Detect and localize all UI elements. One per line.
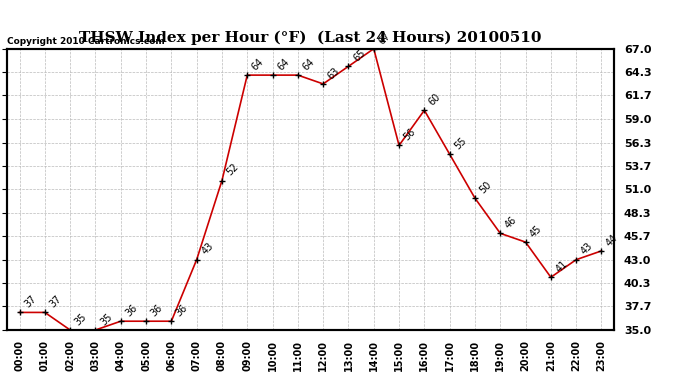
Text: 52: 52 [225,162,241,178]
Text: 64: 64 [275,57,291,72]
Text: 56: 56 [402,127,417,142]
Text: 50: 50 [477,180,493,195]
Text: 35: 35 [98,311,114,327]
Text: 36: 36 [174,303,190,318]
Text: 43: 43 [199,241,215,257]
Text: 37: 37 [48,294,63,310]
Text: Copyright 2010 Cartronics.com: Copyright 2010 Cartronics.com [7,37,165,46]
Text: 55: 55 [453,135,469,152]
Text: 36: 36 [149,303,164,318]
Text: 37: 37 [22,294,38,310]
Text: 36: 36 [124,303,139,318]
Text: 65: 65 [351,48,367,63]
Text: 64: 64 [250,57,266,72]
Text: 41: 41 [553,259,569,274]
Text: 43: 43 [579,241,595,257]
Text: 45: 45 [529,224,544,239]
Text: 67: 67 [377,30,393,46]
Text: 44: 44 [604,232,620,248]
Text: 46: 46 [503,215,519,231]
Text: 64: 64 [301,57,316,72]
Text: 63: 63 [326,65,342,81]
Text: 60: 60 [427,92,443,108]
Text: 35: 35 [73,311,89,327]
Title: THSW Index per Hour (°F)  (Last 24 Hours) 20100510: THSW Index per Hour (°F) (Last 24 Hours)… [79,30,542,45]
